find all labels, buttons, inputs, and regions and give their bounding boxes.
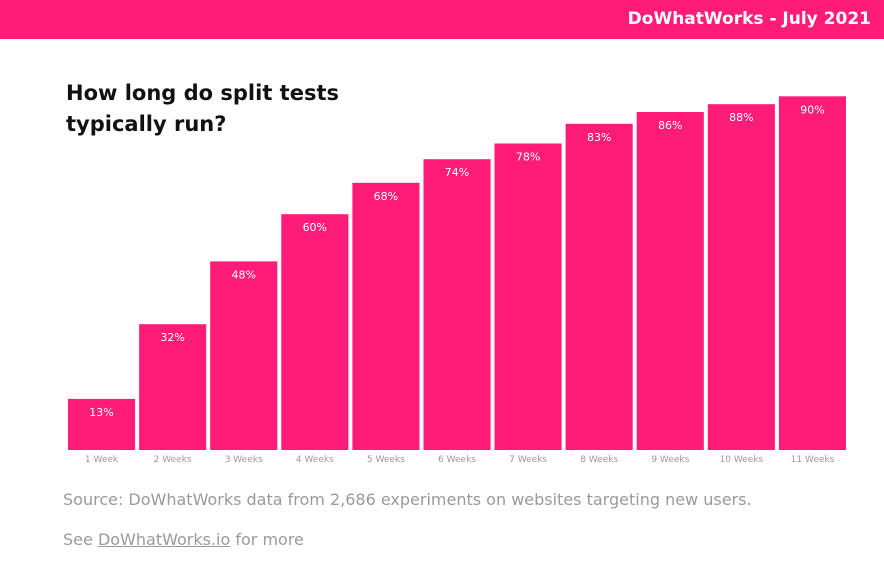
bar-value-label-10: 88% [729, 111, 753, 124]
source-note: Source: DoWhatWorks data from 2,686 expe… [63, 490, 752, 509]
x-tick-label-5: 5 Weeks [367, 455, 405, 465]
bar-value-label-11: 90% [800, 103, 824, 116]
bar-value-label-3: 48% [231, 268, 255, 281]
x-tick-label-11: 11 Weeks [791, 455, 835, 465]
bar-value-label-4: 60% [303, 221, 327, 234]
bar-value-label-6: 74% [445, 166, 469, 179]
bar-value-label-7: 78% [516, 151, 540, 164]
x-tick-label-9: 9 Weeks [651, 455, 689, 465]
bar-value-label-2: 32% [160, 331, 184, 344]
bar-3 [210, 261, 278, 450]
bar-value-label-1: 13% [89, 406, 113, 419]
bar-2 [139, 324, 207, 450]
bar-9 [636, 112, 704, 450]
bar-7 [494, 143, 562, 450]
bar-value-label-5: 68% [374, 190, 398, 203]
bar-4 [281, 214, 349, 450]
see-more-line: See DoWhatWorks.io for more [63, 530, 304, 549]
x-tick-label-4: 4 Weeks [296, 455, 334, 465]
bar-1 [68, 398, 136, 450]
x-tick-label-6: 6 Weeks [438, 455, 476, 465]
x-tick-label-1: 1 Week [85, 455, 119, 465]
x-tick-label-8: 8 Weeks [580, 455, 618, 465]
see-prefix: See [63, 530, 93, 549]
x-tick-label-3: 3 Weeks [225, 455, 263, 465]
bar-10 [707, 104, 775, 450]
brand-date-title: DoWhatWorks - July 2021 [627, 9, 871, 29]
dowhatworks-link[interactable]: DoWhatWorks.io [97, 530, 231, 549]
header-bar: DoWhatWorks - July 2021 [0, 0, 884, 39]
bar-8 [565, 123, 633, 451]
chart-title: How long do split tests typically run? [66, 81, 339, 136]
bar-chart: 13% 1 Week 32% 2 Weeks 48% 3 Weeks 60% 4 Weeks 6… [68, 96, 846, 465]
bar-11 [778, 96, 846, 451]
x-tick-label-2: 2 Weeks [154, 455, 192, 465]
bar-value-label-9: 86% [658, 119, 682, 132]
x-tick-label-10: 10 Weeks [720, 455, 764, 465]
bar-value-label-8: 83% [587, 131, 611, 144]
x-tick-label-7: 7 Weeks [509, 455, 547, 465]
bar-5 [352, 182, 420, 451]
bar-6 [423, 159, 491, 450]
see-suffix: for more [235, 530, 304, 549]
